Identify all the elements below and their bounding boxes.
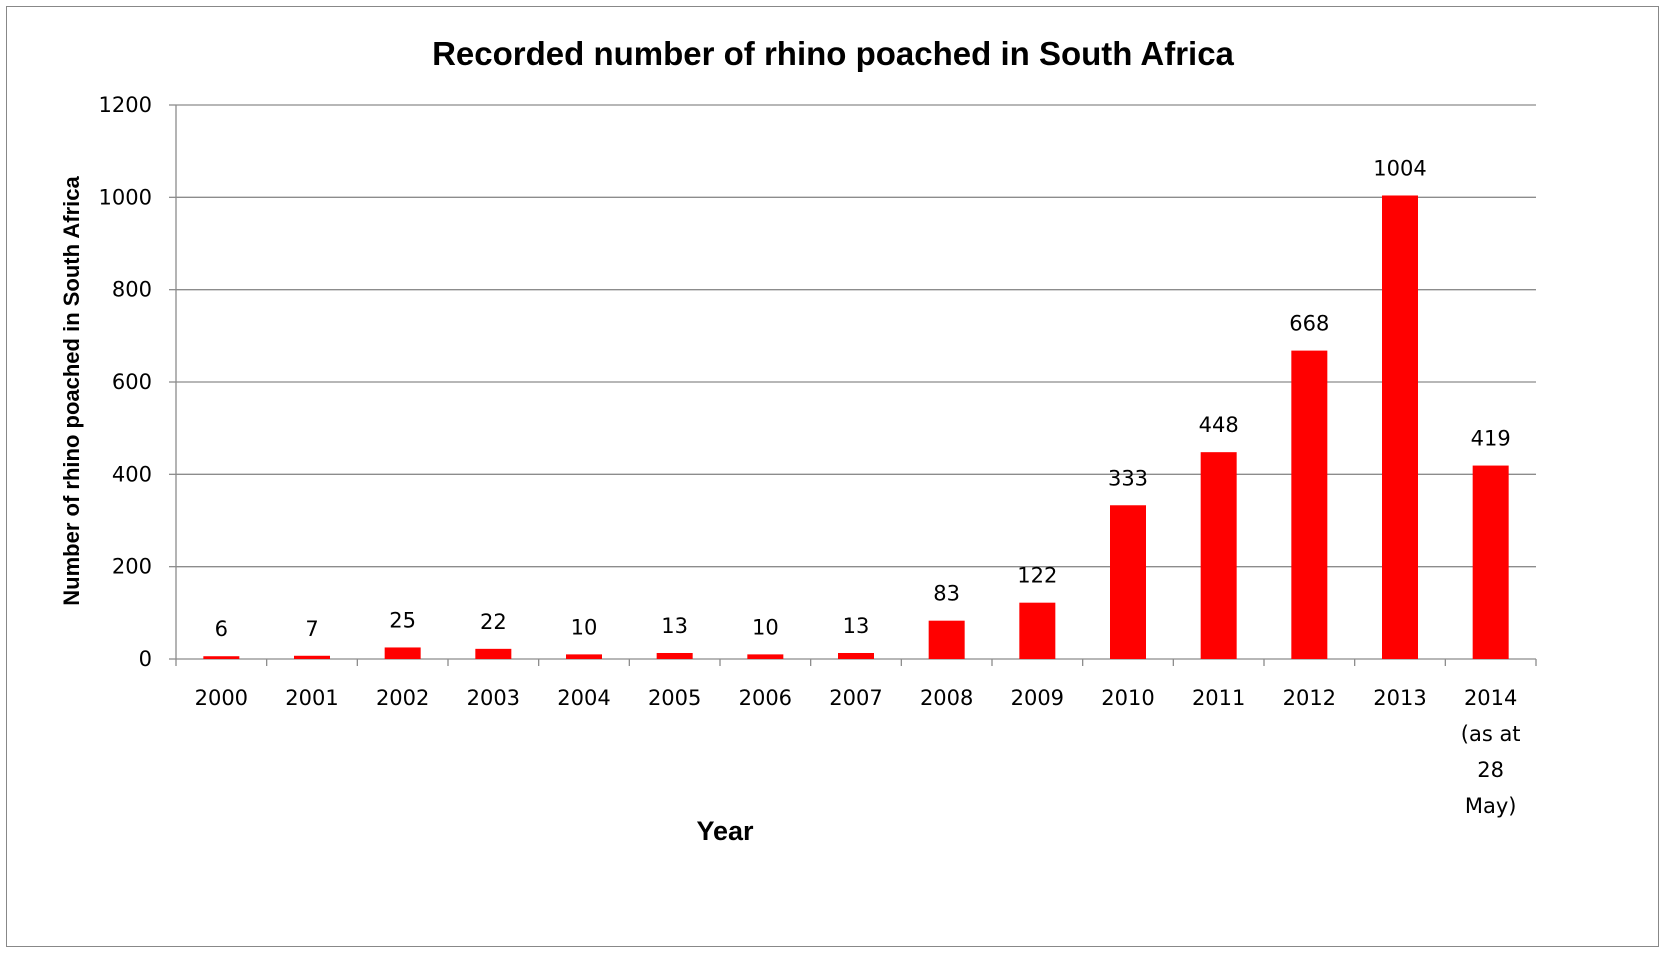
data-label: 1004 [1373, 156, 1426, 180]
data-label: 25 [389, 608, 416, 632]
bar [656, 652, 693, 659]
axes [169, 104, 1537, 666]
x-tick-label: 2011 [1192, 686, 1245, 710]
bar [1382, 195, 1418, 659]
bar [203, 656, 240, 659]
y-tick-label: 200 [112, 555, 152, 579]
x-tick-label: 2002 [376, 686, 429, 710]
data-label: 22 [480, 610, 507, 634]
bar [294, 655, 330, 659]
x-tick-label: 2001 [285, 686, 338, 710]
bar [928, 620, 965, 659]
x-tick-label: 28 [1477, 758, 1504, 782]
x-tick-label: 2009 [1011, 686, 1064, 710]
bar-chart: Recorded number of rhino poached in Sout… [59, 35, 1537, 846]
bar [475, 648, 512, 659]
bar [1291, 350, 1328, 659]
data-label: 7 [305, 617, 318, 641]
x-tick-label: 2006 [739, 686, 792, 710]
data-label: 333 [1108, 466, 1148, 490]
y-tick-label: 1000 [99, 185, 152, 209]
data-label: 419 [1471, 427, 1511, 451]
y-axis-title: Number of rhino poached in South Africa [59, 176, 84, 606]
data-labels: 6 7 25 22 10 13 10 13 83 122 333 448 668 1004 419 [215, 156, 1511, 641]
x-tick-label: 2000 [195, 686, 248, 710]
x-tick-label: 2012 [1283, 686, 1336, 710]
x-tick-label: 2013 [1373, 686, 1426, 710]
x-tick-label: 2004 [557, 686, 610, 710]
chart-frame: Recorded number of rhino poached in Sout… [6, 6, 1659, 947]
data-label: 13 [661, 614, 688, 638]
data-label: 448 [1199, 413, 1239, 437]
y-tick-label: 400 [112, 462, 152, 486]
y-tick-label: 0 [139, 647, 152, 671]
bar [1110, 505, 1146, 659]
y-tick-labels: 0 200 400 600 800 1000 1200 [99, 93, 152, 671]
y-tick-label: 1200 [99, 93, 152, 117]
bar [1019, 602, 1056, 659]
x-axis-title: Year [696, 816, 754, 846]
chart-title: Recorded number of rhino poached in Sout… [432, 35, 1234, 72]
y-tick-label: 600 [112, 370, 152, 394]
x-tick-labels: 2000 2001 2002 2003 2004 2005 2006 2007 2008 2009… [195, 686, 1521, 818]
x-tick-label: (as at [1461, 722, 1521, 746]
bars [203, 195, 1509, 659]
x-tick-label: 2005 [648, 686, 701, 710]
x-tick-label: 2008 [920, 686, 973, 710]
bar [838, 652, 874, 659]
data-label: 10 [752, 615, 779, 639]
data-label: 122 [1017, 564, 1057, 588]
y-tick-label: 800 [112, 278, 152, 302]
x-tick-label: May) [1465, 794, 1517, 818]
bar [384, 647, 421, 659]
x-tick-label: 2003 [467, 686, 520, 710]
bar [1200, 452, 1237, 659]
x-tick-label: 2014 [1464, 686, 1517, 710]
data-label: 13 [843, 614, 870, 638]
gridlines [176, 104, 1536, 568]
bar [566, 654, 602, 659]
bar [747, 654, 784, 659]
bar [1472, 465, 1509, 659]
data-label: 10 [571, 615, 598, 639]
data-label: 6 [215, 617, 228, 641]
x-tick-label: 2010 [1101, 686, 1154, 710]
x-tick-label: 2007 [829, 686, 882, 710]
data-label: 83 [933, 582, 960, 606]
data-label: 668 [1289, 312, 1329, 336]
